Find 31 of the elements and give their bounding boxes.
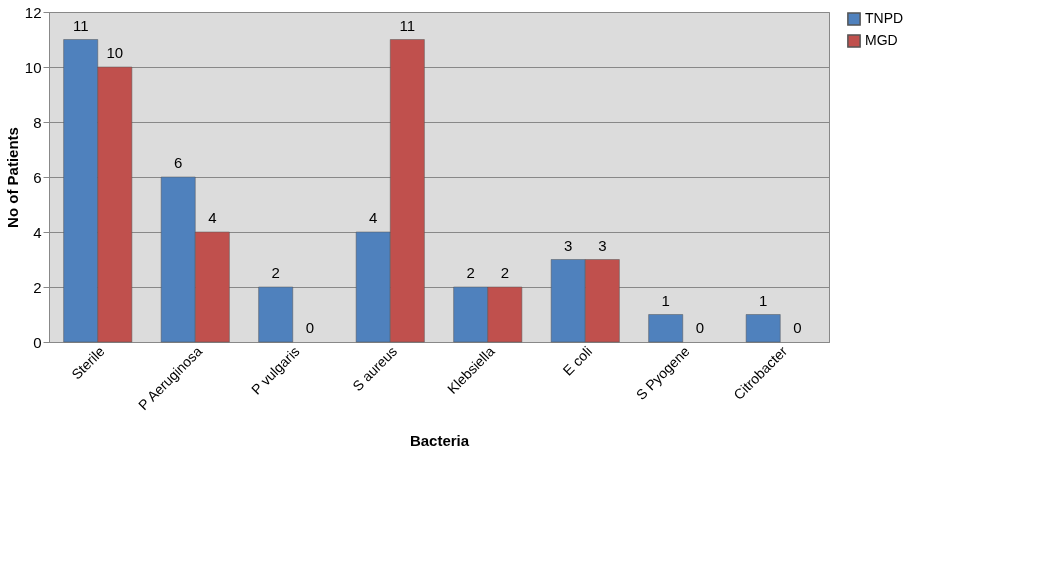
y-tick-label: 8 bbox=[33, 113, 42, 131]
data-label: 4 bbox=[208, 209, 217, 226]
bar bbox=[745, 314, 781, 343]
x-tick-label: E coli bbox=[559, 343, 596, 379]
legend-label: TNPD bbox=[865, 10, 904, 26]
data-label: 0 bbox=[305, 319, 314, 336]
y-tick-label: 10 bbox=[24, 58, 42, 76]
data-label: 4 bbox=[369, 209, 378, 226]
y-tick-label: 12 bbox=[24, 3, 42, 21]
data-label: 1 bbox=[661, 291, 670, 309]
data-label: 3 bbox=[564, 236, 573, 254]
data-label: 2 bbox=[271, 264, 280, 281]
y-tick-label: 2 bbox=[33, 278, 42, 296]
legend-label: MGD bbox=[865, 32, 898, 48]
y-tick-label: 4 bbox=[33, 223, 42, 241]
bar bbox=[258, 286, 293, 343]
y-tick-label: 6 bbox=[33, 168, 42, 186]
data-label: 2 bbox=[466, 264, 475, 281]
data-label: 11 bbox=[72, 16, 89, 34]
bar bbox=[648, 314, 683, 343]
data-label: 3 bbox=[598, 236, 607, 254]
data-label: 6 bbox=[174, 154, 183, 171]
data-label: 0 bbox=[695, 319, 704, 336]
data-label: 10 bbox=[106, 44, 124, 61]
y-tick-label: 0 bbox=[33, 333, 42, 351]
data-label: 1 bbox=[759, 291, 768, 309]
y-axis-title: No of Patients bbox=[3, 127, 21, 228]
data-label: 2 bbox=[500, 264, 509, 281]
x-axis-title: Bacteria bbox=[409, 431, 470, 449]
data-label: 11 bbox=[399, 16, 416, 34]
data-label: 0 bbox=[793, 319, 802, 336]
